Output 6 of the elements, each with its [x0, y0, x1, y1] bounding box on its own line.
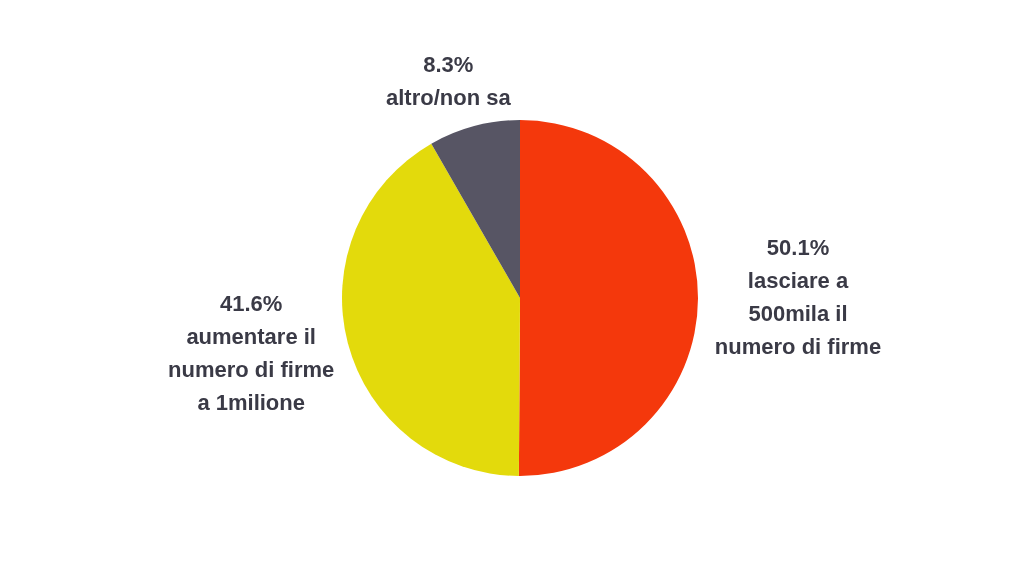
slice-label: lasciare a 500mila il numero di firme — [714, 268, 882, 360]
data-label: 50.1% — [766, 235, 830, 261]
data-label: 8.3% — [423, 52, 474, 78]
data-label: 41.6% — [219, 291, 283, 317]
slice-label: altro/non sa — [385, 85, 512, 111]
slice-label: aumentare il numero di firme a 1milione — [168, 324, 335, 416]
